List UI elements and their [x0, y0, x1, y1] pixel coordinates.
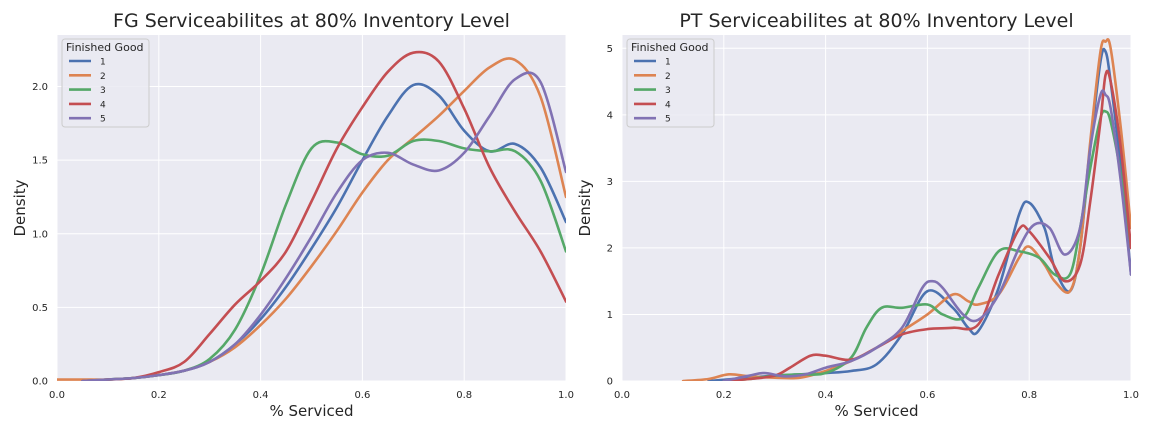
legend: Finished Good 1 2 3 4 5: [626, 38, 715, 128]
y-tick-label: 0: [607, 377, 613, 388]
legend: Finished Good 1 2 3 4 5: [61, 38, 150, 128]
chart-title: PT Serviceabilites at 80% Inventory Leve…: [679, 10, 1073, 32]
x-tick-label: 1.0: [558, 390, 574, 401]
x-tick-label: 0.2: [716, 390, 732, 401]
series-group: [57, 50, 566, 381]
legend-label: 5: [665, 115, 671, 125]
legend-label: 3: [665, 86, 671, 96]
series-line-5: [722, 89, 1131, 381]
x-tick-label: 0.0: [614, 390, 630, 401]
y-tick-label: 1: [607, 310, 613, 321]
y-tick-label: 3: [607, 177, 613, 188]
x-axis-label: % Serviced: [270, 402, 354, 420]
x-tick-label: 1.0: [1123, 390, 1139, 401]
legend-label: 4: [100, 100, 106, 110]
series-line-4: [722, 69, 1131, 381]
chart-panel-2: 0.0 0.2 0.4 0.6 0.8 1.0 0 1 2 3 4 5 PT Serviceabilit…: [576, 10, 1139, 420]
x-tick-label: 0.4: [253, 390, 269, 401]
legend-label: 4: [665, 100, 671, 110]
x-tick-label: 0.0: [49, 390, 65, 401]
series-line-5: [81, 71, 566, 381]
chart-title: FG Serviceabilites at 80% Inventory Leve…: [113, 10, 510, 32]
legend-label: 3: [100, 86, 106, 96]
y-tick-label: 4: [607, 110, 613, 121]
chart-panel-1: 0.0 0.2 0.4 0.6 0.8 1.0 0.0 0.5 1.0 1.5 2.0 FG Serv…: [11, 10, 574, 420]
y-tick-label: 2: [607, 243, 613, 254]
x-tick-label: 0.8: [456, 390, 472, 401]
legend-title: Finished Good: [66, 41, 144, 54]
x-tick-label: 0.2: [151, 390, 167, 401]
x-tick-label: 0.4: [818, 390, 834, 401]
y-tick-label: 1.0: [32, 229, 48, 240]
series-line-2: [681, 38, 1131, 381]
legend-label: 5: [100, 115, 106, 125]
y-tick-label: 2.0: [32, 82, 48, 93]
x-tick-label: 0.8: [1021, 390, 1037, 401]
x-axis-label: % Serviced: [835, 402, 919, 420]
x-tick-label: 0.6: [919, 390, 935, 401]
legend-label: 1: [100, 58, 106, 68]
y-axis-label: Density: [576, 179, 594, 236]
y-axis-label: Density: [11, 179, 29, 236]
series-group: [681, 38, 1131, 381]
legend-label: 2: [100, 72, 106, 82]
series-line-4: [81, 50, 566, 381]
y-tick-label: 5: [607, 44, 613, 55]
y-tick-label: 0.5: [32, 303, 48, 314]
x-tick-label: 0.6: [354, 390, 370, 401]
y-tick-label: 1.5: [32, 156, 48, 167]
y-tick-label: 0.0: [32, 377, 48, 388]
legend-label: 1: [665, 58, 671, 68]
legend-title: Finished Good: [631, 41, 709, 54]
legend-label: 2: [665, 72, 671, 82]
